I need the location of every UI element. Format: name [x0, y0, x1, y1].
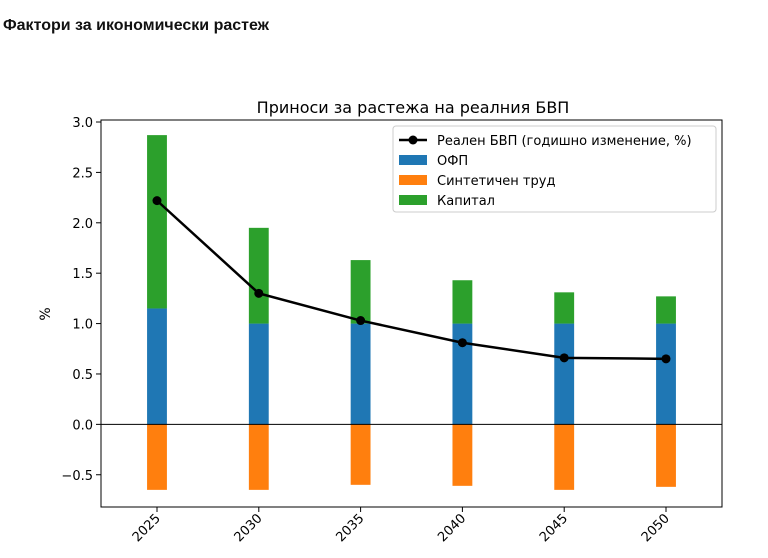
- bar-офп-2035: [350, 323, 371, 425]
- x-tick-label: 2040: [435, 511, 469, 545]
- y-tick-label: 0.5: [72, 368, 93, 383]
- legend-box: [392, 125, 717, 213]
- bar-капитал-2045: [554, 292, 575, 324]
- legend-swatch: [399, 175, 427, 185]
- plot-frame: [100, 119, 723, 508]
- bar-синтетичен-труд-2050: [656, 424, 676, 487]
- bar-офп-2025: [147, 308, 167, 425]
- x-tick-label: 2030: [232, 511, 266, 545]
- bar-синтетичен-труд-2030: [248, 424, 269, 490]
- gdp-line: [156, 199, 667, 361]
- bar-капитал-2025: [147, 135, 167, 309]
- bars-layer: [147, 135, 676, 490]
- bar-офп-2045: [554, 323, 575, 425]
- bar-капитал-2050: [656, 296, 676, 324]
- legend-label: Синтетичен труд: [437, 174, 555, 189]
- legend-line-marker: [408, 135, 418, 145]
- y-tick-label: 1.0: [72, 318, 93, 333]
- x-tick-label: 2045: [537, 511, 571, 545]
- legend-label: ОФП: [437, 154, 468, 169]
- y-tick-label: 2.0: [72, 217, 93, 232]
- bar-офп-2050: [656, 323, 676, 425]
- x-tick-label: 2050: [639, 511, 673, 545]
- legend-label: Капитал: [437, 194, 495, 209]
- x-tick-label: 2025: [130, 511, 164, 545]
- gdp-point-2045: [559, 353, 569, 363]
- x-axis-ticks: 2025 2030 2035 2040 2045 2050: [130, 507, 673, 545]
- bar-синтетичен-труд-2035: [350, 424, 371, 485]
- x-tick-label: 2035: [333, 511, 367, 545]
- bar-офп-2030: [248, 323, 269, 425]
- bar-синтетичен-труд-2040: [452, 424, 473, 486]
- bar-капитал-2030: [248, 227, 269, 324]
- gdp-point-2030: [254, 288, 264, 298]
- legend-swatch: [399, 155, 427, 165]
- gdp-point-2025: [152, 196, 162, 206]
- gdp-point-2035: [356, 316, 366, 326]
- y-tick-label: 2.5: [72, 166, 93, 181]
- y-tick-label: −0.5: [61, 469, 93, 484]
- bar-синтетичен-труд-2025: [147, 424, 167, 490]
- y-axis-label: %: [38, 307, 54, 320]
- gdp-point-2050: [661, 354, 671, 364]
- gdp-line-layer: [152, 196, 671, 364]
- y-tick-label: 0.0: [72, 418, 93, 433]
- bar-синтетичен-труд-2045: [554, 424, 575, 490]
- legend: Реален БВП (годишно изменение, %) ОФП Синт…: [392, 125, 717, 213]
- bar-капитал-2035: [350, 260, 371, 324]
- gdp-point-2040: [457, 338, 467, 348]
- bar-капитал-2040: [452, 280, 473, 324]
- bar-офп-2040: [452, 323, 473, 425]
- y-axis-ticks: −0.5 0.0 0.5 1.0 1.5 2.0 2.5 3.0: [61, 116, 101, 484]
- y-tick-label: 1.5: [72, 267, 93, 282]
- page-title: Фактори за икономически растеж: [3, 17, 270, 34]
- chart-title: Приноси за растежа на реалния БВП: [257, 98, 570, 117]
- legend-swatch: [399, 195, 427, 205]
- legend-label: Реален БВП (годишно изменение, %): [437, 134, 692, 149]
- y-tick-label: 3.0: [72, 116, 93, 131]
